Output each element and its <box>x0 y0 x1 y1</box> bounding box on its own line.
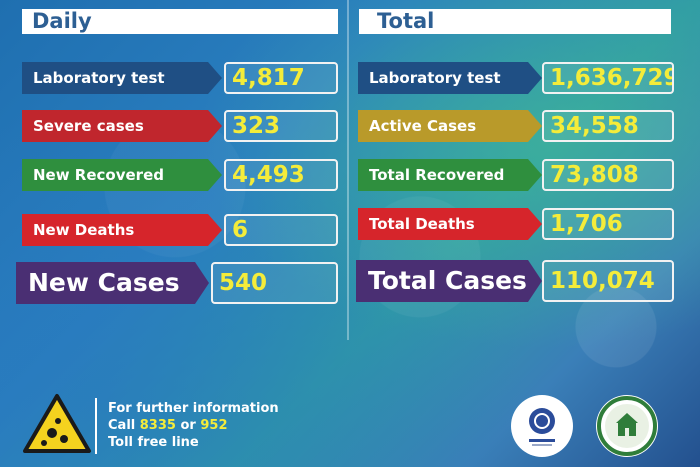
total-cases-label: Total Cases <box>356 260 542 302</box>
total-deaths-row: Total Deaths 1,706 <box>358 208 674 240</box>
info-line-1: For further information <box>108 401 279 416</box>
daily-severe-label: Severe cases <box>22 110 222 142</box>
info-line-2: Call 8335 or 952 <box>108 417 279 434</box>
contact-info: For further information Call 8335 or 952… <box>108 400 279 451</box>
hotline-number-2[interactable]: 952 <box>200 418 228 433</box>
daily-lab-test-row: Laboratory test 4,817 <box>22 62 338 94</box>
daily-recovered-label: New Recovered <box>22 159 222 191</box>
total-cases-row: Total Cases 110,074 <box>356 260 674 302</box>
footer-divider <box>95 398 97 454</box>
ministry-public-health-logo <box>596 395 658 457</box>
total-active-label: Active Cases <box>358 110 542 142</box>
daily-deaths-label: New Deaths <box>22 214 222 246</box>
hotline-number-1[interactable]: 8335 <box>139 418 176 433</box>
daily-new-cases-row: New Cases 540 <box>16 262 338 304</box>
warning-triangle-icon <box>23 394 91 453</box>
total-recovered-row: Total Recovered 73,808 <box>358 159 674 191</box>
total-lab-test-label: Laboratory test <box>358 62 542 94</box>
total-active-value: 34,558 <box>542 110 674 142</box>
info-line-3: Toll free line <box>108 435 199 450</box>
prime-ministers-office-logo <box>511 395 573 457</box>
total-active-row: Active Cases 34,558 <box>358 110 674 142</box>
total-header: Total <box>359 9 671 34</box>
total-deaths-label: Total Deaths <box>358 208 542 240</box>
daily-severe-row: Severe cases 323 <box>22 110 338 142</box>
total-lab-test-value: 1,636,729 <box>542 62 674 94</box>
total-recovered-label: Total Recovered <box>358 159 542 191</box>
total-deaths-value: 1,706 <box>542 208 674 240</box>
total-recovered-value: 73,808 <box>542 159 674 191</box>
total-lab-test-row: Laboratory test 1,636,729 <box>358 62 674 94</box>
daily-lab-test-value: 4,817 <box>224 62 338 94</box>
daily-deaths-value: 6 <box>224 214 338 246</box>
or-text: or <box>180 418 196 433</box>
daily-recovered-value: 4,493 <box>224 159 338 191</box>
call-prefix: Call <box>108 418 136 433</box>
daily-severe-value: 323 <box>224 110 338 142</box>
daily-recovered-row: New Recovered 4,493 <box>22 159 338 191</box>
daily-new-cases-value: 540 <box>211 262 338 304</box>
total-cases-value: 110,074 <box>542 260 674 302</box>
column-divider <box>347 0 349 340</box>
daily-header: Daily <box>22 9 338 34</box>
daily-new-cases-label: New Cases <box>16 262 209 304</box>
daily-deaths-row: New Deaths 6 <box>22 214 338 246</box>
daily-lab-test-label: Laboratory test <box>22 62 222 94</box>
